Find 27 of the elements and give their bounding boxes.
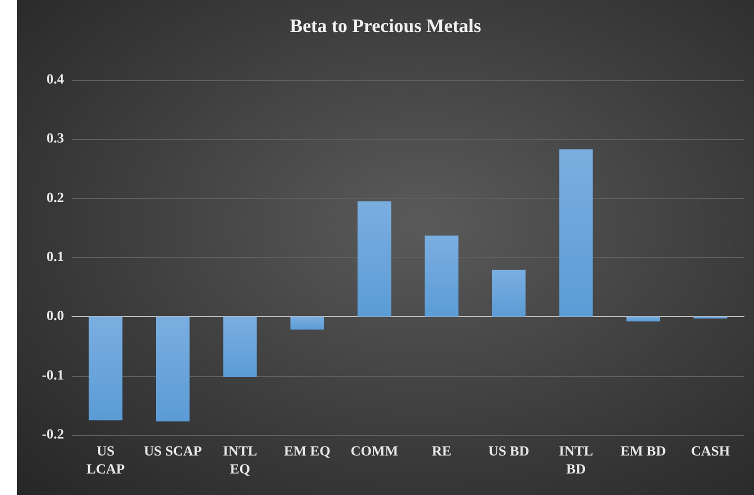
x-tick-label: EM BD [620, 444, 666, 460]
y-tick-label: 0.4 [46, 72, 64, 88]
bar [290, 316, 324, 330]
x-tick-label: US BD [488, 444, 530, 460]
x-tick-label: COMM [350, 444, 398, 460]
chart-title: Beta to Precious Metals [290, 16, 482, 37]
bar [492, 270, 526, 317]
x-tick-label: US SCAP [144, 444, 202, 460]
x-tick-label: INTL BD [558, 444, 594, 478]
bar [223, 316, 257, 378]
bar [358, 201, 392, 317]
y-tick-label: 0.2 [46, 190, 64, 206]
x-tick-label: RE [432, 444, 452, 460]
bar [88, 316, 122, 420]
y-tick-label: 0.0 [46, 309, 64, 324]
y-tick-label: -0.2 [42, 428, 64, 442]
x-tick-label: CASH [690, 444, 730, 460]
x-tick-label: EM EQ [284, 444, 330, 460]
bar [156, 316, 190, 422]
bar [559, 149, 593, 317]
y-tick-label: 0.3 [46, 132, 64, 147]
y-tick-label: 0.1 [46, 250, 64, 265]
y-tick-label: -0.1 [42, 368, 64, 384]
x-tick-label: INTL EQ [222, 444, 258, 478]
bar [424, 236, 458, 317]
x-tick-label: US LCAP [86, 444, 126, 478]
bar [626, 316, 660, 322]
